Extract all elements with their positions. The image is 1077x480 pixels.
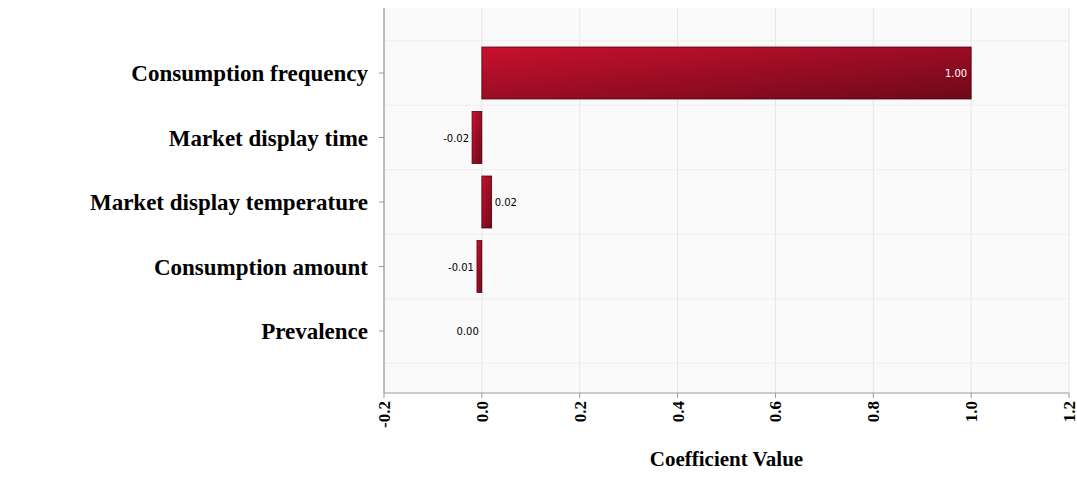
x-tick-label: 0.4	[669, 401, 688, 423]
x-tick	[579, 393, 580, 398]
x-tick-label: 0.8	[864, 401, 883, 422]
y-tick	[379, 266, 384, 267]
bar-shade	[472, 112, 482, 164]
bar	[482, 176, 492, 228]
plot-background	[384, 8, 1069, 393]
category-label: Consumption frequency	[131, 61, 368, 86]
y-tick	[379, 73, 384, 74]
grid-line-horizontal	[384, 169, 1069, 170]
x-tick	[384, 393, 385, 398]
y-tick	[379, 331, 384, 332]
x-tick	[481, 393, 482, 398]
x-axis-line	[384, 392, 1069, 393]
x-tick-label: 0.0	[473, 401, 492, 422]
y-axis-line	[383, 8, 384, 393]
bar	[482, 47, 971, 99]
category-label: Market display temperature	[90, 190, 368, 215]
grid-line-horizontal	[384, 298, 1069, 299]
grid-line-horizontal	[384, 105, 1069, 106]
x-tick-label: 1.2	[1060, 401, 1077, 422]
grid-line-horizontal	[384, 234, 1069, 235]
bar-shade	[482, 47, 971, 99]
data-label: 0.02	[495, 197, 517, 208]
bar	[477, 241, 482, 293]
grid-line-horizontal	[384, 363, 1069, 364]
grid	[384, 8, 1069, 393]
bar	[481, 305, 482, 357]
category-label: Consumption amount	[154, 255, 368, 280]
x-tick	[677, 393, 678, 398]
data-label: 1.00	[945, 68, 967, 79]
bars	[472, 47, 971, 293]
category-label: Prevalence	[261, 319, 368, 344]
grid-line-horizontal	[384, 40, 1069, 41]
data-label: 0.00	[457, 326, 479, 337]
bar-shade	[482, 176, 492, 228]
x-tick	[873, 393, 874, 398]
x-tick-label: -0.2	[375, 401, 394, 428]
x-tick-label: 1.0	[962, 401, 981, 422]
x-tick	[971, 393, 972, 398]
category-label: Market display time	[169, 126, 368, 151]
grid-line	[1069, 8, 1070, 393]
x-tick-label: 0.2	[571, 401, 590, 422]
grid-line	[384, 8, 385, 393]
data-label: -0.02	[443, 133, 469, 144]
chart-svg: Consumption frequency Market display time…	[0, 0, 1077, 480]
x-tick-label: 0.6	[766, 401, 785, 422]
y-tick	[379, 137, 384, 138]
bar-shade	[481, 305, 482, 357]
x-tick	[1069, 393, 1070, 398]
chart-container: Consumption frequency Market display time…	[0, 0, 1077, 480]
bar-shade	[477, 241, 482, 293]
bar	[472, 112, 482, 164]
x-tick	[775, 393, 776, 398]
y-tick	[379, 202, 384, 203]
data-label: -0.01	[448, 262, 474, 273]
x-axis-title: Coefficient Value	[650, 447, 803, 471]
